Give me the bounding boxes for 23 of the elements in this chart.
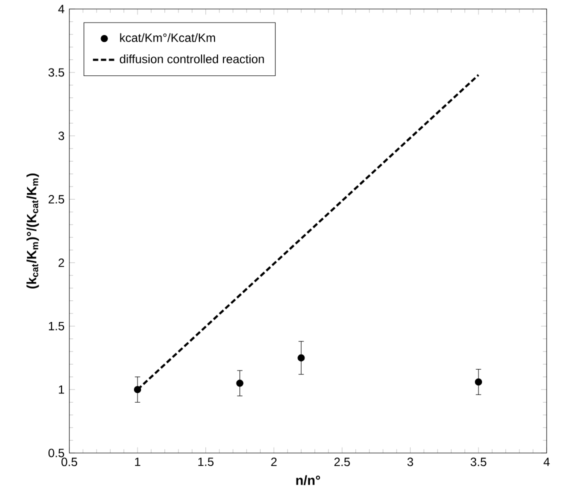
legend-label: kcat/Km°/Kcat/Km <box>120 33 216 42</box>
point <box>474 378 482 386</box>
x-tick-label: 1 <box>135 458 140 466</box>
x-tick-label: 1.5 <box>198 458 214 466</box>
y-tick-label: 2.5 <box>48 195 64 204</box>
point <box>298 354 305 362</box>
x-tick-label: 2 <box>271 458 277 466</box>
y-tick-label: 0.5 <box>48 448 64 458</box>
x-axis-title: n/n° <box>296 475 320 486</box>
y-tick-label: 3 <box>58 132 64 140</box>
y-tick-label: 2 <box>58 258 64 267</box>
point <box>134 386 142 394</box>
x-tick-label: 4 <box>544 458 550 466</box>
x-tick-label: 3 <box>407 458 414 466</box>
y-tick-label: 1 <box>58 385 64 394</box>
y-tick-label: 3.5 <box>48 68 64 77</box>
y-tick-label: 4 <box>58 4 64 14</box>
legend-label: diffusion controlled reaction <box>120 54 264 64</box>
y-tick-label: 1.5 <box>48 322 64 330</box>
text: (k$_{cat}$/K$_{m}$)°/(K$_{cat}$/K$_{m}$) <box>26 173 39 288</box>
x-tick-label: 2.5 <box>334 458 350 466</box>
x-tick-label: 3.5 <box>470 458 486 466</box>
point <box>236 380 244 387</box>
